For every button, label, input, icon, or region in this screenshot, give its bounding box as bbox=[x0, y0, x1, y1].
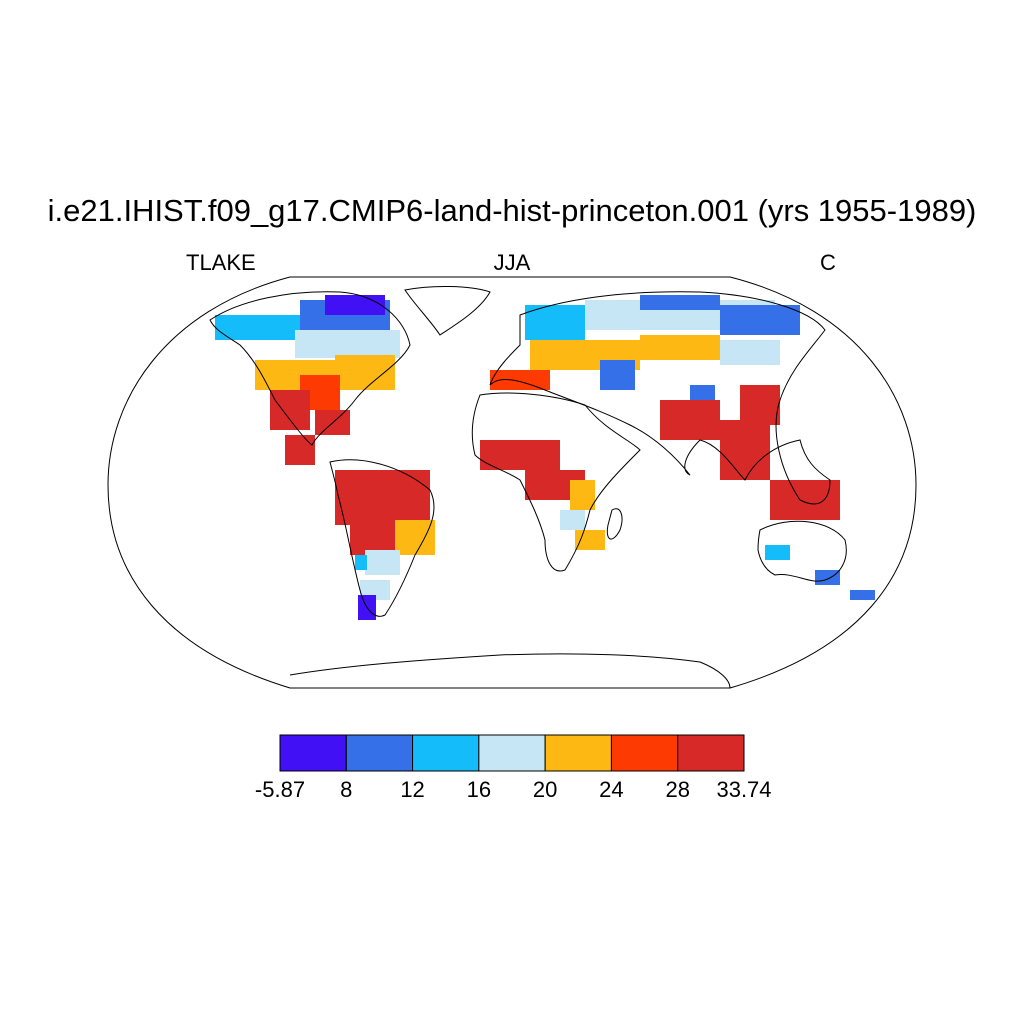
map-panel bbox=[108, 277, 916, 688]
coastlines bbox=[209, 286, 847, 688]
colorbar-swatch-2 bbox=[412, 734, 480, 772]
colorbar-label-0: -5.87 bbox=[254, 777, 306, 802]
colorbar-label-3: 16 bbox=[466, 777, 492, 802]
colorbar-label-2: 12 bbox=[400, 777, 425, 802]
colorbar-swatch-0 bbox=[279, 734, 347, 772]
colorbar-label-5: 24 bbox=[599, 777, 624, 802]
colorbar-swatch-3 bbox=[478, 734, 546, 772]
season-label: JJA bbox=[493, 250, 531, 275]
region-eurasia bbox=[490, 295, 840, 520]
plot-title: i.e21.IHIST.f09_g17.CMIP6-land-hist-prin… bbox=[47, 193, 977, 228]
colorbar-label-7: 33.74 bbox=[716, 777, 772, 802]
colorbar-label-6: 28 bbox=[665, 777, 690, 802]
colorbar-swatch-5 bbox=[610, 734, 679, 772]
colorbar-swatch-4 bbox=[544, 734, 612, 772]
units-label: C bbox=[820, 250, 836, 275]
colorbar-swatch-6 bbox=[677, 734, 745, 772]
colorbar-label-1: 8 bbox=[340, 777, 353, 802]
colorbar bbox=[279, 734, 745, 772]
colorbar-swatch-1 bbox=[345, 734, 414, 772]
variable-label: TLAKE bbox=[186, 250, 256, 275]
region-africa bbox=[480, 440, 605, 550]
colorbar-label-4: 20 bbox=[532, 777, 558, 802]
map-border bbox=[107, 276, 917, 689]
